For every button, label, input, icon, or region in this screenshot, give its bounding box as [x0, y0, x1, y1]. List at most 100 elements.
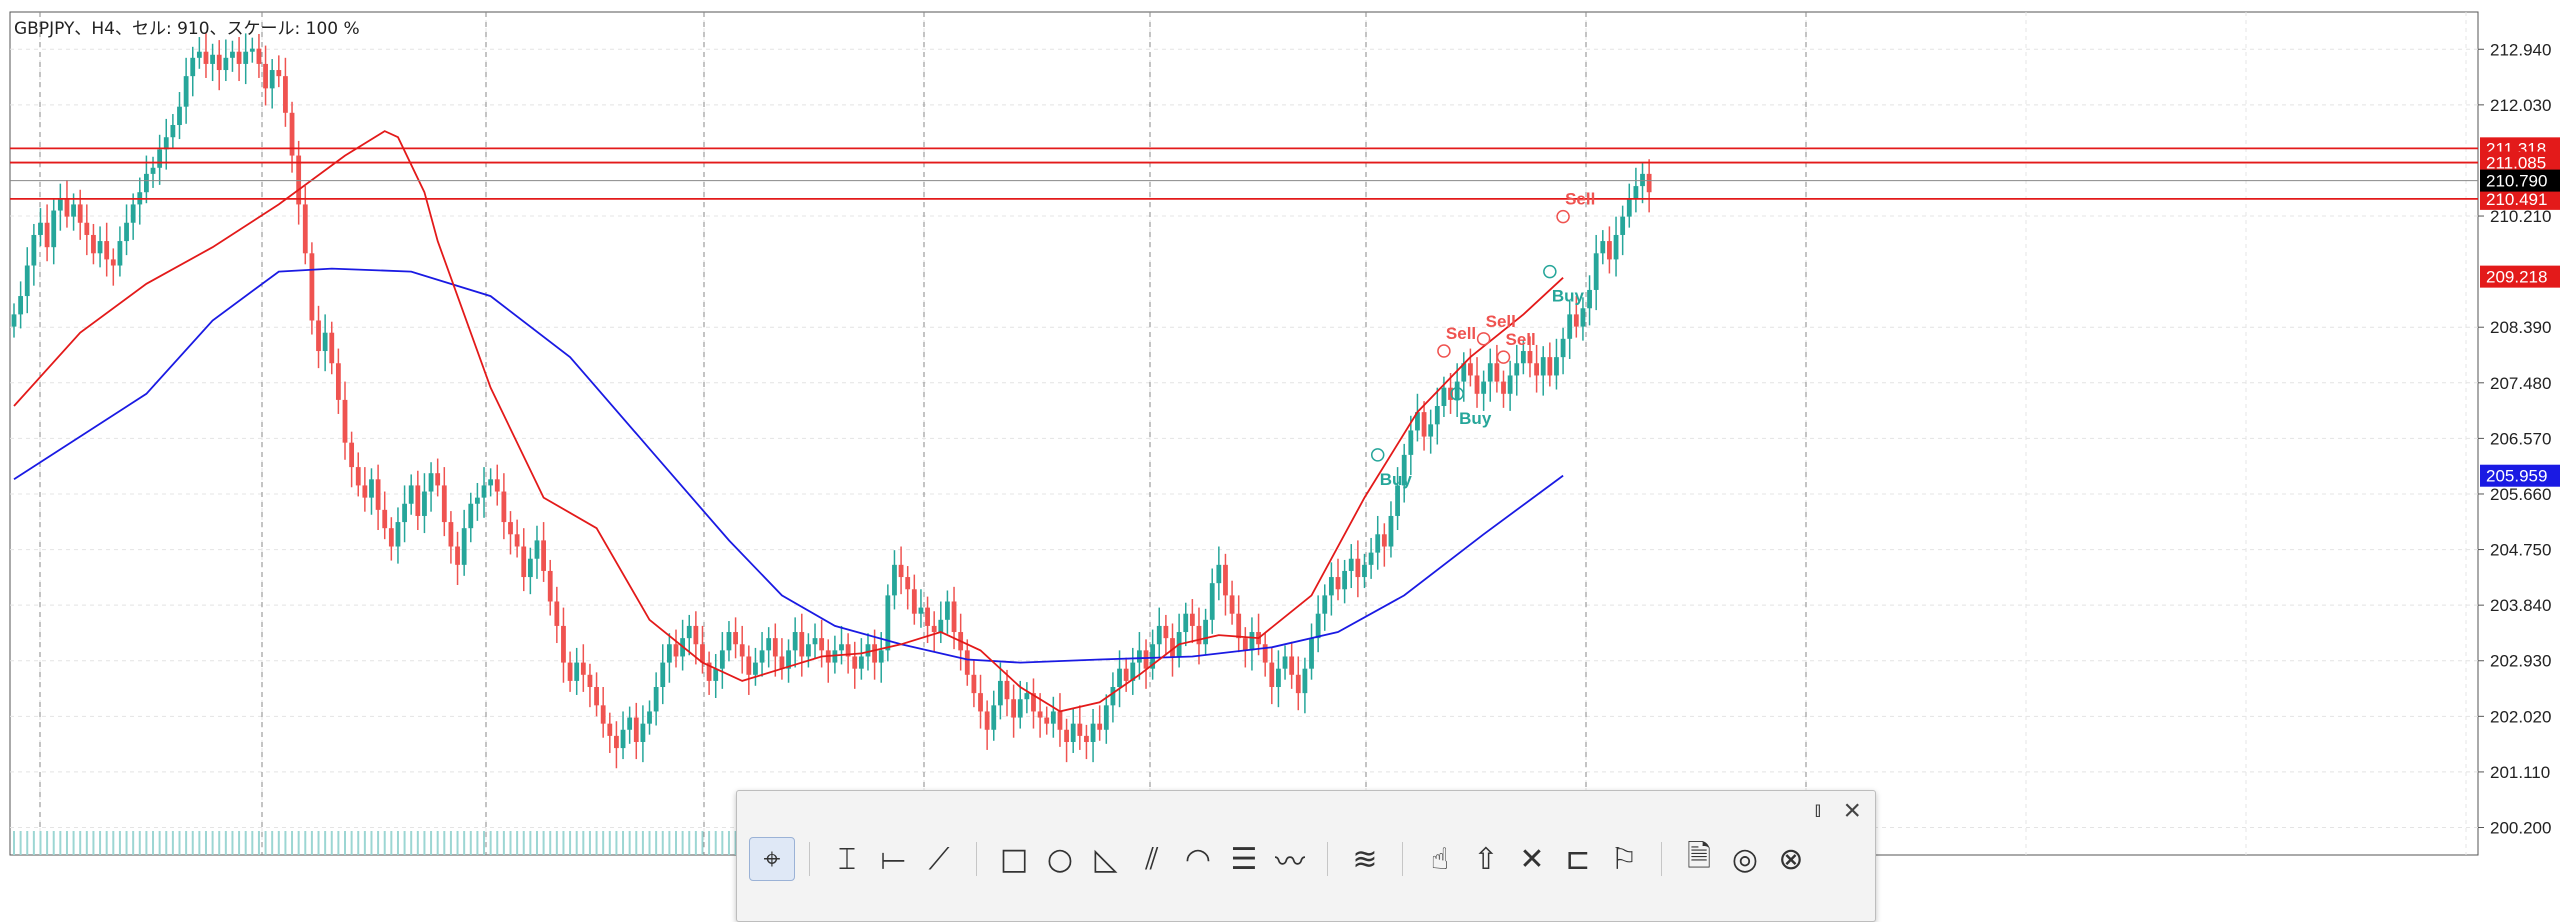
candle-body — [733, 632, 738, 645]
price-label-icon[interactable]: ⊏ — [1565, 841, 1591, 877]
cross-icon[interactable]: ✕ — [1519, 841, 1545, 877]
candle-body — [31, 234, 37, 266]
candle-body — [700, 644, 705, 663]
candle-body — [1514, 363, 1520, 376]
pitchfork-icon[interactable]: ⫽ — [1145, 841, 1159, 877]
candle-body — [256, 48, 262, 64]
candle-body — [1567, 314, 1573, 339]
y-tick-label: 212.030 — [2490, 96, 2551, 115]
candle-body — [1362, 564, 1367, 578]
candle-body — [1600, 241, 1606, 254]
target-cancel-icon[interactable]: ⊗ — [1778, 841, 1804, 877]
ma-slow-line — [13, 267, 1564, 664]
price-level-label-bg — [2480, 151, 2560, 174]
candle-body — [375, 479, 381, 510]
candle-body — [561, 625, 566, 663]
horizontal-line-icon[interactable]: ⟝ — [880, 841, 906, 877]
template-icon[interactable]: 🗎 — [1686, 838, 1712, 874]
candle-body — [269, 70, 275, 89]
drawing-toolbar[interactable]: ⫾ × ⌖ ⌶ ⟝ ⟋ □ ○ ◺ ⫽ ◠ ☰ 〰 ≋ ☝ ⇧ ✕ ⊏ ⚐ 🗎 ◎ ⊗ — [736, 790, 1876, 922]
candle-body — [170, 125, 176, 138]
signal-label: Buy — [1380, 470, 1413, 489]
candle-body — [1262, 644, 1268, 663]
candle-body — [1342, 570, 1348, 590]
candle-body — [190, 57, 196, 77]
trendline-icon[interactable]: ⟋ — [928, 841, 950, 877]
rectangle-icon[interactable]: □ — [999, 841, 1029, 877]
flag-icon[interactable]: ⚐ — [1610, 841, 1638, 877]
candle-body — [1070, 723, 1076, 742]
y-tick-label: 210.210 — [2490, 207, 2551, 226]
candle-body — [11, 314, 17, 327]
arrow-up-icon[interactable]: ⇧ — [1473, 841, 1499, 877]
candle-body — [1110, 687, 1116, 706]
thumb-up-icon[interactable]: ☝ — [1430, 841, 1450, 877]
candle-body — [124, 222, 129, 242]
candle-body — [1408, 430, 1414, 455]
candle-body — [839, 644, 844, 651]
candle-body — [362, 485, 368, 498]
pin-icon[interactable]: ⫾ — [1814, 799, 1821, 821]
channel-icon[interactable]: ≋ — [1352, 841, 1378, 877]
fibo-arc-icon[interactable]: ◠ — [1184, 841, 1212, 877]
candle-body — [1229, 595, 1235, 614]
candle-body — [428, 473, 434, 492]
candle-body — [1494, 363, 1500, 382]
y-tick-label: 206.570 — [2490, 429, 2551, 448]
candle-body — [607, 723, 613, 736]
candle-body — [1289, 656, 1295, 675]
candle-body — [1434, 406, 1440, 425]
close-icon[interactable]: × — [1843, 794, 1861, 827]
candle-body — [951, 601, 957, 633]
candle-body — [1236, 613, 1242, 639]
candle-body — [71, 204, 76, 217]
candle-body — [1097, 723, 1103, 730]
candle-body — [1587, 289, 1592, 309]
toolbar-header[interactable]: ⫾ × — [737, 791, 1875, 831]
candle-body — [1633, 186, 1639, 199]
signal-label: Sell — [1565, 190, 1595, 209]
candle-body — [1607, 241, 1612, 260]
candle-body — [422, 491, 427, 516]
cursor-icon[interactable]: ⌖ — [749, 837, 795, 881]
candle-body — [1103, 705, 1109, 730]
candle-body — [1573, 314, 1579, 327]
y-tick-label: 207.480 — [2490, 374, 2551, 393]
elliott-wave-icon[interactable]: 〰 — [1275, 845, 1305, 880]
candle-body — [1077, 723, 1083, 736]
candle-body — [925, 607, 930, 626]
candle-body — [567, 662, 573, 681]
candle-body — [461, 528, 467, 565]
candle-body — [766, 638, 772, 651]
candle-body — [647, 711, 652, 724]
candle-body — [230, 51, 235, 58]
candle-body — [1309, 638, 1314, 669]
price-level-label: 210.491 — [2486, 190, 2547, 209]
candle-body — [600, 705, 606, 724]
candle-body — [1527, 351, 1533, 364]
y-tick-label: 202.930 — [2490, 652, 2551, 671]
fibo-retracement-icon[interactable]: ☰ — [1230, 841, 1258, 877]
toolbar-separator — [809, 842, 810, 876]
candle-body — [1163, 625, 1169, 639]
ellipse-icon[interactable]: ○ — [1046, 841, 1074, 877]
vertical-line-icon[interactable]: ⌶ — [838, 841, 856, 877]
candle-body — [1547, 357, 1553, 376]
candle-body — [276, 70, 282, 77]
toolbar-separator — [1661, 842, 1662, 876]
toolbar-tools: ⌖ ⌶ ⟝ ⟋ □ ○ ◺ ⫽ ◠ ☰ 〰 ≋ ☝ ⇧ ✕ ⊏ ⚐ 🗎 ◎ ⊗ — [749, 837, 1814, 881]
candle-body — [183, 76, 189, 107]
candle-body — [1282, 656, 1288, 669]
current-price-label-bg — [2480, 169, 2560, 192]
candle-body — [1117, 668, 1122, 688]
candle-body — [508, 522, 513, 535]
triangle-icon[interactable]: ◺ — [1094, 841, 1118, 877]
candle-body — [726, 632, 732, 651]
target-icon[interactable]: ◎ — [1731, 841, 1759, 877]
candle-body — [236, 51, 242, 64]
candle-body — [627, 717, 633, 730]
candle-body — [1348, 558, 1354, 571]
candle-body — [878, 650, 884, 663]
signal-label: Sell — [1446, 324, 1476, 343]
